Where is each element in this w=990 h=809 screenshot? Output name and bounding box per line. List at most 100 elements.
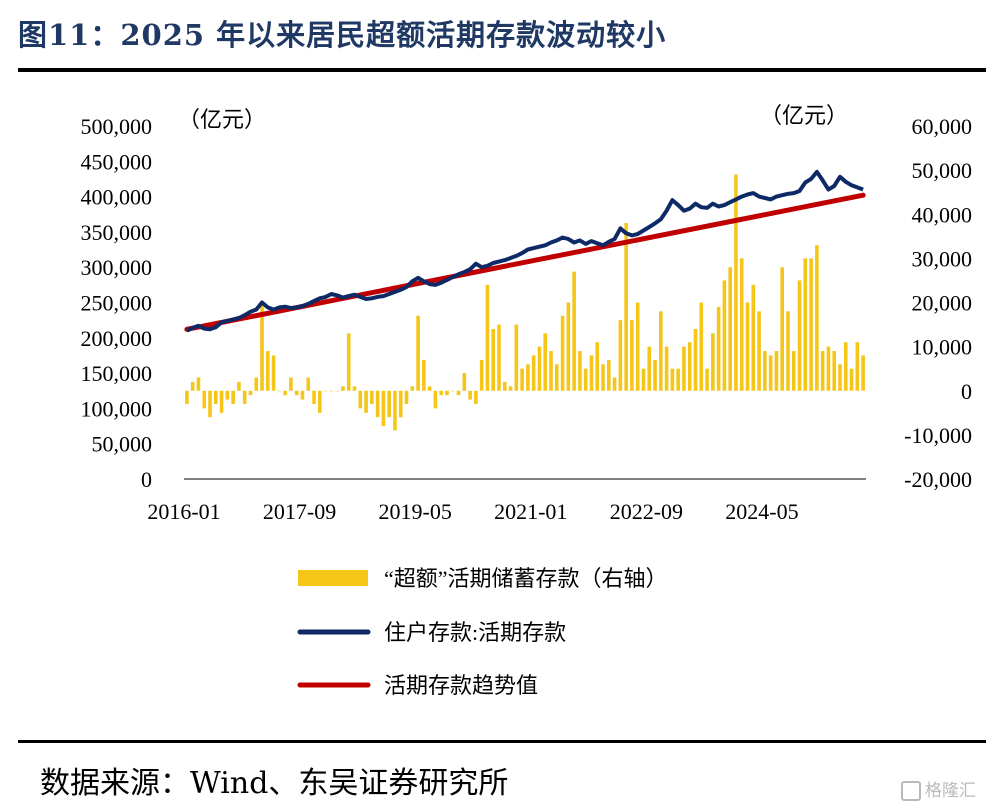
- bar: [554, 364, 559, 391]
- bar: [202, 390, 207, 409]
- legend-bar-swatch: [298, 570, 368, 586]
- legend-label: 住户存款:活期存款: [384, 620, 566, 645]
- bar: [531, 355, 536, 391]
- bar: [768, 355, 773, 391]
- bar: [624, 223, 628, 391]
- bar: [237, 381, 241, 391]
- right-tick-label: 0: [961, 379, 972, 404]
- bar: [751, 284, 756, 391]
- bar: [364, 390, 368, 413]
- x-tick-label: 2017-09: [263, 499, 336, 524]
- bar: [815, 245, 819, 391]
- source-rule: [18, 740, 986, 743]
- bar: [549, 351, 553, 391]
- bar: [699, 302, 704, 391]
- bar: [526, 364, 530, 391]
- bar: [468, 390, 472, 400]
- bar: [502, 381, 507, 391]
- legend-label: “超额”活期储蓄存款（右轴）: [384, 566, 668, 591]
- bar: [843, 342, 848, 391]
- bar: [583, 368, 588, 391]
- right-tick-label: 40,000: [912, 202, 973, 227]
- left-tick-label: 500,000: [81, 114, 153, 139]
- bar: [630, 320, 634, 391]
- bar: [508, 386, 513, 391]
- bar: [826, 346, 831, 391]
- bar: [855, 342, 860, 391]
- bar: [479, 359, 484, 391]
- right-tick-label: 50,000: [912, 158, 973, 183]
- left-tick-label: 0: [141, 467, 152, 492]
- bar: [346, 333, 351, 391]
- bar: [693, 328, 698, 391]
- bar: [254, 377, 259, 391]
- bar: [514, 324, 519, 391]
- bar: [861, 355, 865, 391]
- bar: [803, 258, 808, 391]
- bar: [260, 302, 264, 391]
- x-tick-label: 2024-05: [725, 499, 798, 524]
- bar: [208, 390, 212, 418]
- bar: [659, 311, 663, 391]
- left-tick-label: 150,000: [81, 361, 153, 386]
- left-unit-label: （亿元）: [178, 107, 266, 132]
- left-tick-label: 350,000: [81, 220, 153, 245]
- left-tick-label: 400,000: [81, 185, 153, 210]
- x-tick-label: 2022-09: [610, 499, 683, 524]
- right-unit-label: （亿元）: [760, 103, 848, 128]
- bar: [289, 377, 293, 391]
- bar: [283, 390, 287, 396]
- bar: [728, 267, 732, 391]
- bar: [809, 258, 813, 391]
- bar: [433, 390, 438, 409]
- bar: [612, 377, 617, 391]
- bar: [786, 311, 790, 391]
- bar: [838, 364, 842, 391]
- bar: [190, 381, 195, 391]
- bar: [456, 390, 461, 396]
- bar: [329, 390, 334, 392]
- bar: [716, 306, 721, 391]
- bar: [520, 368, 524, 391]
- bar: [635, 302, 640, 391]
- bar: [491, 328, 496, 391]
- watermark: 格隆汇: [901, 776, 976, 801]
- bar: [497, 324, 501, 391]
- right-tick-label: 60,000: [912, 114, 973, 139]
- bar: [676, 368, 680, 391]
- bar: [578, 351, 582, 391]
- bar: [393, 390, 397, 431]
- bar: [543, 333, 548, 391]
- bar: [722, 280, 727, 391]
- bar: [705, 368, 709, 391]
- left-tick-label: 450,000: [81, 149, 153, 174]
- left-axis-ticks: 0 50,000 100,000 150,000 200,000 250,000 300,0…: [81, 114, 153, 492]
- bar: [832, 351, 837, 391]
- bar: [318, 390, 322, 413]
- bar: [306, 377, 311, 391]
- left-tick-label: 50,000: [92, 432, 153, 457]
- bar: [300, 390, 305, 400]
- bar: [404, 390, 409, 404]
- bar: [277, 390, 282, 392]
- watermark-logo-icon: [901, 781, 921, 801]
- bar: [595, 342, 600, 391]
- bar: [185, 390, 189, 404]
- bar: [641, 368, 646, 391]
- bar: [537, 346, 542, 391]
- bar: [398, 390, 403, 418]
- bar: [774, 351, 779, 391]
- bar: [225, 390, 230, 400]
- bar: [219, 390, 224, 413]
- bar: [242, 390, 247, 404]
- bar: [422, 359, 426, 391]
- bar: [381, 390, 386, 427]
- source-note: 数据来源：Wind、东吴证券研究所: [40, 766, 509, 801]
- bar: [485, 284, 490, 391]
- bar: [734, 174, 738, 391]
- bar: [739, 258, 744, 391]
- bar: [248, 390, 253, 396]
- bar: [647, 346, 652, 391]
- bar: [780, 267, 784, 391]
- bar: [664, 346, 669, 391]
